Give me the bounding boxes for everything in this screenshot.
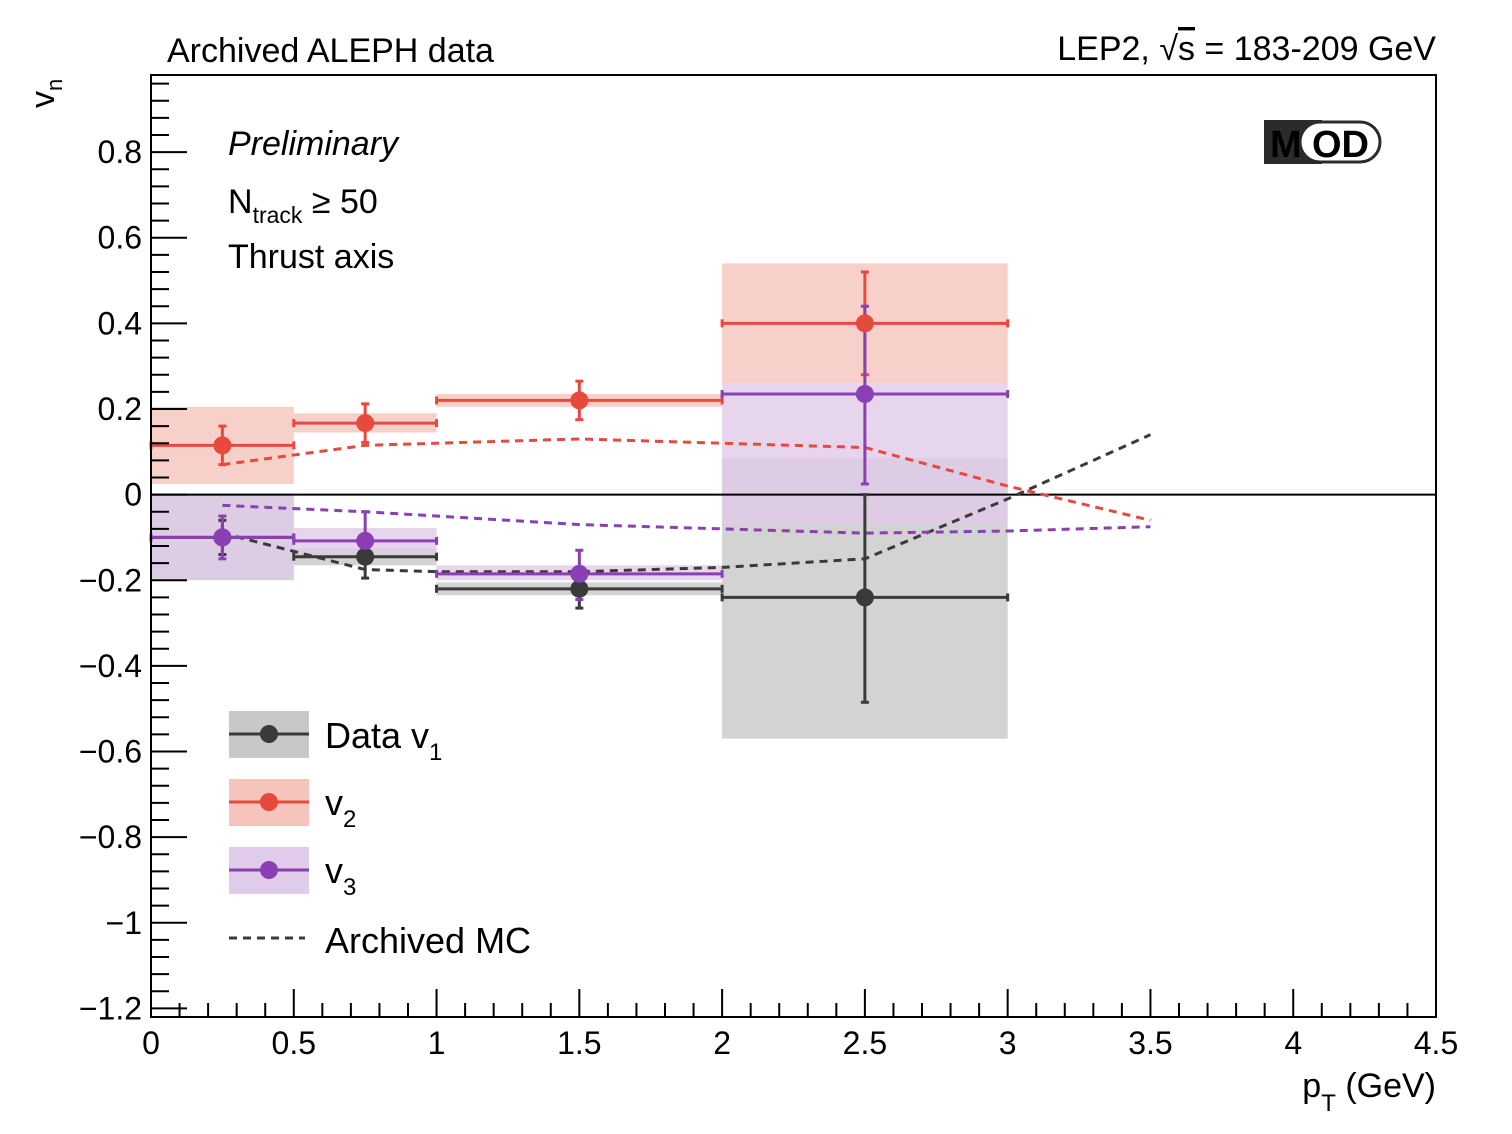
legend-label-mc: Archived MC	[325, 920, 531, 961]
marker-s1-p0	[213, 436, 232, 455]
x-tick-label-3: 1.5	[557, 1025, 601, 1061]
y-axis-ticks	[151, 82, 187, 1010]
y-tick-label-2: −0.8	[79, 819, 142, 855]
mod-logo-pill	[1298, 120, 1382, 164]
marker-s2-p1	[356, 531, 375, 550]
x-tick-label-9: 4.5	[1414, 1025, 1458, 1061]
mod-logo: M OD	[1264, 120, 1382, 166]
y-tick-label-5: −0.2	[79, 562, 142, 598]
preliminary-label: Preliminary	[228, 125, 400, 163]
axis-mode-label: Thrust axis	[228, 238, 394, 276]
legend-marker-v3	[260, 861, 278, 879]
x-tick-label-7: 3.5	[1128, 1025, 1172, 1061]
y-tick-label-4: −0.4	[79, 648, 142, 684]
y-tick-label-1: −1	[106, 905, 142, 941]
y-tick-label-8: 0.4	[98, 305, 142, 341]
data-markers	[213, 314, 874, 607]
x-tick-label-8: 4	[1284, 1025, 1302, 1061]
x-axis-label: pT (GeV)	[1302, 1067, 1436, 1117]
marker-s1-p2	[570, 391, 589, 410]
x-tick-label-2: 1	[428, 1025, 446, 1061]
y-tick-label-0: −1.2	[79, 990, 142, 1026]
mc-curve-2	[222, 503, 1151, 535]
mc-curve-1	[222, 437, 1151, 522]
y-axis-label: vn	[24, 79, 67, 108]
header-right-title: LEP2, √s = 183-209 GeV	[1057, 30, 1436, 68]
x-axis-tick-labels: 0 0.5 1 1.5 2 2.5 3 3.5 4 4.5	[142, 1025, 1458, 1061]
mod-logo-od: OD	[1312, 124, 1369, 166]
header-left-title: Archived ALEPH data	[167, 32, 494, 70]
x-tick-label-1: 0.5	[272, 1025, 316, 1061]
legend: Data v1 v2 v3 Archived MC	[229, 711, 531, 961]
marker-s2-p0	[213, 528, 232, 547]
marker-s1-p3	[855, 314, 874, 333]
legend-label-v2: v2	[325, 782, 356, 833]
x-tick-label-6: 3	[999, 1025, 1017, 1061]
y-tick-label-9: 0.6	[98, 220, 142, 256]
marker-s2-p3	[855, 384, 874, 403]
mc-curves	[222, 433, 1152, 574]
legend-label-v1: Data v1	[325, 715, 442, 766]
systematic-bands	[151, 263, 1008, 739]
x-tick-label-5: 2.5	[843, 1025, 887, 1061]
x-tick-label-0: 0	[142, 1025, 160, 1061]
legend-marker-v1	[260, 725, 278, 743]
y-tick-label-3: −0.6	[79, 734, 142, 770]
legend-label-v3: v3	[325, 850, 356, 901]
y-tick-label-7: 0.2	[98, 391, 142, 427]
y-tick-label-6: 0	[124, 477, 142, 513]
mod-logo-m: M	[1270, 124, 1302, 166]
x-tick-label-4: 2	[713, 1025, 731, 1061]
marker-s0-p2	[570, 579, 589, 598]
marker-s0-p1	[356, 547, 375, 566]
x-axis-ticks	[150, 989, 1437, 1017]
legend-marker-v2	[260, 793, 278, 811]
marker-s0-p3	[855, 588, 874, 607]
marker-s1-p1	[356, 414, 375, 433]
y-axis-tick-labels: −1.2 −1 −0.8 −0.6 −0.4 −0.2 0 0.2 0.4 0.6 0.8	[79, 134, 142, 1026]
y-tick-label-10: 0.8	[98, 134, 142, 170]
marker-s2-p2	[570, 564, 589, 583]
ntrack-cut-label: Ntrack ≥ 50	[228, 183, 378, 228]
mc-curve-0	[222, 433, 1152, 574]
